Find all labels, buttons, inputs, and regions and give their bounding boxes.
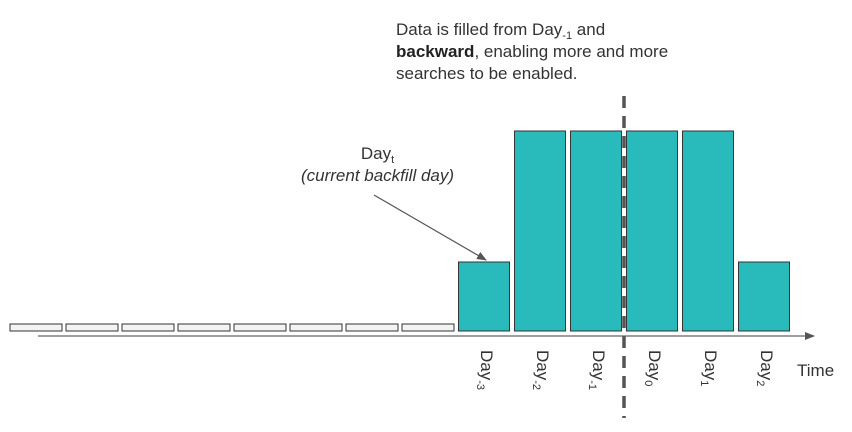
current-day-arrow xyxy=(373,194,487,261)
day-bar--3 xyxy=(458,261,510,332)
bar-group xyxy=(9,130,790,332)
day-label: Day0 xyxy=(642,350,664,387)
empty-day-bar xyxy=(121,323,175,332)
empty-day-bar xyxy=(401,323,455,332)
current-day-annotation: Dayt (current backfill day) xyxy=(300,144,455,185)
empty-day-bar xyxy=(177,323,231,332)
day-label: Day1 xyxy=(698,350,720,387)
day-bar-2 xyxy=(738,261,790,332)
time-axis-label: Time xyxy=(797,361,835,380)
empty-day-bar xyxy=(289,323,343,332)
day-label: Day-1 xyxy=(586,350,608,391)
backward-emphasis: backward xyxy=(396,42,475,61)
empty-day-bar xyxy=(65,323,119,332)
day-label: Day-2 xyxy=(530,350,552,391)
empty-day-bar xyxy=(9,323,63,332)
day-bar-0 xyxy=(626,130,678,332)
day-label: Day2 xyxy=(754,350,776,387)
filled-from-annotation: Data is filled from Day-1 and backward, e… xyxy=(396,20,669,83)
empty-day-bar xyxy=(345,323,399,332)
day-bar-1 xyxy=(682,130,734,332)
empty-day-bar xyxy=(233,323,287,332)
day-bar--1 xyxy=(570,130,622,332)
day-bar--2 xyxy=(514,130,566,332)
day-label: Day-3 xyxy=(474,350,496,391)
